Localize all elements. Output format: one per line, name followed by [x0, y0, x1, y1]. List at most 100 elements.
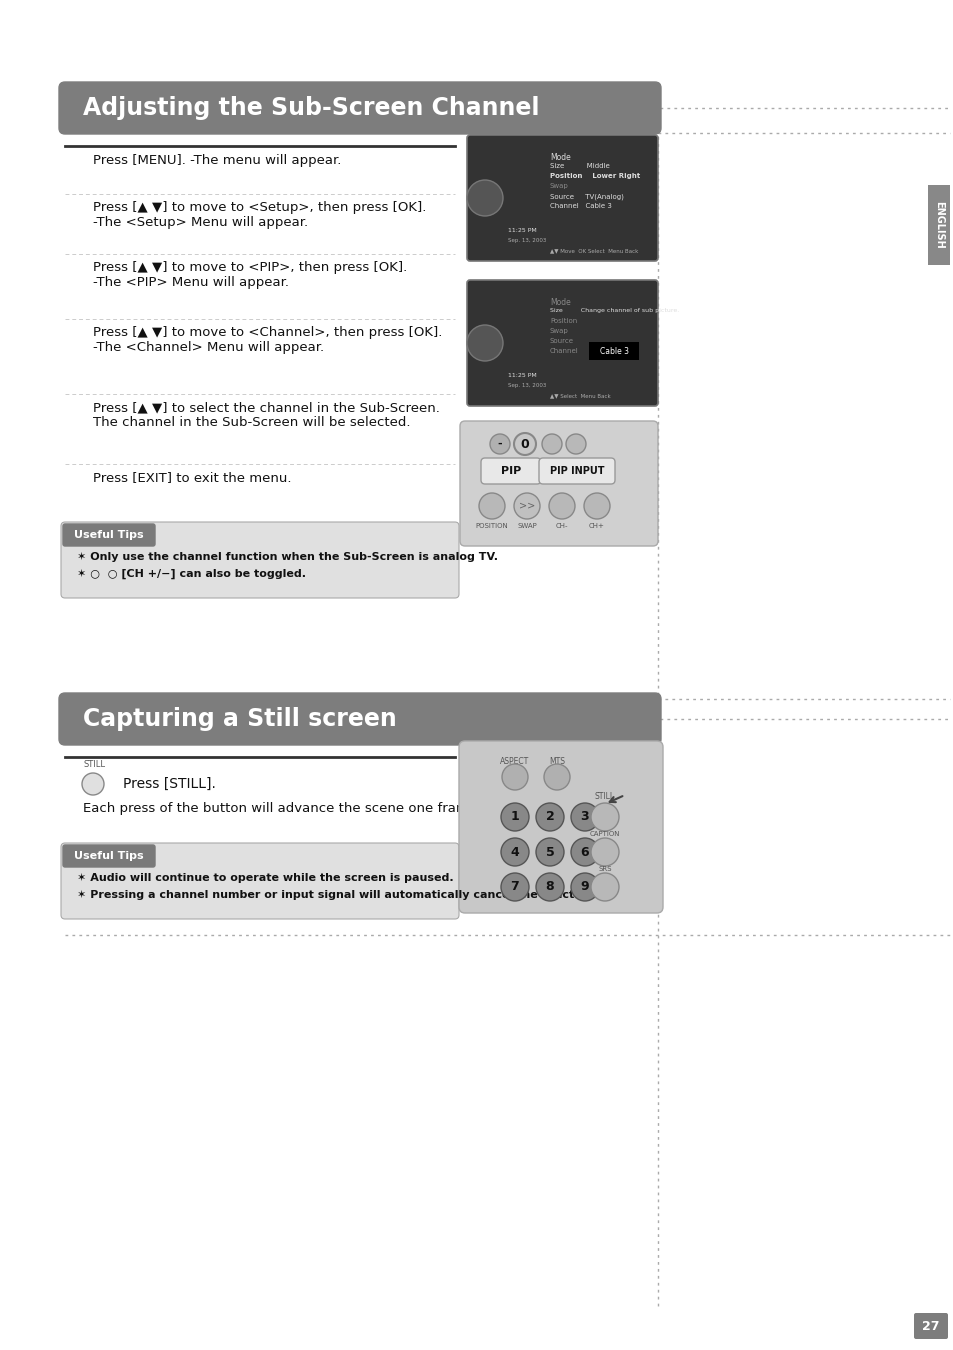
- Text: ✶ Audio will continue to operate while the screen is paused.: ✶ Audio will continue to operate while t…: [77, 873, 453, 883]
- Text: Each press of the button will advance the scene one frame.: Each press of the button will advance th…: [83, 802, 480, 815]
- FancyBboxPatch shape: [459, 421, 658, 545]
- FancyBboxPatch shape: [467, 279, 658, 406]
- Circle shape: [501, 764, 527, 790]
- Circle shape: [590, 873, 618, 900]
- Text: Source: Source: [550, 338, 574, 344]
- Circle shape: [565, 433, 585, 454]
- Text: Cable 3: Cable 3: [599, 347, 629, 356]
- Circle shape: [541, 433, 561, 454]
- Text: Channel: Channel: [550, 348, 578, 354]
- Text: Size          Middle: Size Middle: [550, 163, 609, 169]
- Circle shape: [571, 873, 598, 900]
- FancyBboxPatch shape: [59, 82, 660, 134]
- Text: 0: 0: [520, 437, 529, 451]
- Circle shape: [467, 180, 502, 216]
- Circle shape: [583, 493, 609, 518]
- Circle shape: [590, 803, 618, 832]
- Text: Size         Change channel of sub picture.: Size Change channel of sub picture.: [550, 308, 679, 313]
- Text: Press [MENU]. -The menu will appear.: Press [MENU]. -The menu will appear.: [92, 154, 341, 167]
- Text: Press [EXIT] to exit the menu.: Press [EXIT] to exit the menu.: [92, 471, 292, 485]
- Text: CH-: CH-: [556, 522, 568, 529]
- Text: -: -: [497, 439, 502, 450]
- Text: POSITION: POSITION: [476, 522, 508, 529]
- Circle shape: [590, 838, 618, 865]
- Text: Useful Tips: Useful Tips: [74, 850, 144, 861]
- Text: Mode: Mode: [550, 153, 570, 162]
- Circle shape: [571, 803, 598, 832]
- FancyBboxPatch shape: [59, 693, 660, 745]
- Text: 1: 1: [510, 810, 518, 824]
- FancyBboxPatch shape: [480, 458, 540, 485]
- Text: CAPTION: CAPTION: [589, 832, 619, 837]
- Text: 27: 27: [922, 1319, 939, 1332]
- Circle shape: [478, 493, 504, 518]
- Text: SRS: SRS: [598, 865, 611, 872]
- FancyBboxPatch shape: [927, 185, 949, 265]
- Text: 8: 8: [545, 880, 554, 894]
- Text: 11:25 PM: 11:25 PM: [507, 228, 537, 234]
- Text: Channel   Cable 3: Channel Cable 3: [550, 202, 611, 209]
- Text: Swap: Swap: [550, 328, 568, 333]
- Text: ✶ Only use the channel function when the Sub-Screen is analog TV.: ✶ Only use the channel function when the…: [77, 552, 497, 562]
- Circle shape: [548, 493, 575, 518]
- Text: STILL: STILL: [83, 760, 105, 770]
- Circle shape: [82, 774, 104, 795]
- FancyBboxPatch shape: [458, 741, 662, 913]
- Text: ENGLISH: ENGLISH: [933, 201, 943, 248]
- Circle shape: [490, 433, 510, 454]
- Text: Sep. 13, 2003: Sep. 13, 2003: [507, 383, 546, 387]
- Circle shape: [536, 838, 563, 865]
- Text: ASPECT: ASPECT: [500, 757, 529, 765]
- Circle shape: [467, 325, 502, 360]
- Text: Source     TV(Analog): Source TV(Analog): [550, 193, 623, 200]
- Text: ✶ Pressing a channel number or input signal will automatically cancel the functi: ✶ Pressing a channel number or input sig…: [77, 890, 598, 900]
- FancyBboxPatch shape: [538, 458, 615, 485]
- FancyBboxPatch shape: [467, 135, 658, 261]
- FancyBboxPatch shape: [913, 1314, 947, 1339]
- Circle shape: [500, 838, 529, 865]
- Text: 4: 4: [510, 845, 518, 859]
- Text: Press [STILL].: Press [STILL].: [123, 778, 215, 791]
- FancyBboxPatch shape: [63, 845, 154, 867]
- Text: 7: 7: [510, 880, 518, 894]
- Text: Sep. 13, 2003: Sep. 13, 2003: [507, 238, 546, 243]
- Text: PIP INPUT: PIP INPUT: [549, 466, 603, 477]
- Circle shape: [500, 803, 529, 832]
- Circle shape: [514, 493, 539, 518]
- Circle shape: [571, 838, 598, 865]
- Text: >>: >>: [518, 501, 535, 512]
- Text: 5: 5: [545, 845, 554, 859]
- Circle shape: [536, 803, 563, 832]
- Text: ▲▼ Move  OK Select  Menu Back: ▲▼ Move OK Select Menu Back: [550, 248, 638, 252]
- Circle shape: [514, 433, 536, 455]
- Circle shape: [536, 873, 563, 900]
- FancyBboxPatch shape: [61, 842, 458, 919]
- Text: Swap: Swap: [550, 184, 568, 189]
- Text: Press [▲ ▼] to select the channel in the Sub-Screen.
The channel in the Sub-Scre: Press [▲ ▼] to select the channel in the…: [92, 401, 439, 429]
- Text: Useful Tips: Useful Tips: [74, 531, 144, 540]
- Text: Press [▲ ▼] to move to <Channel>, then press [OK].
-The <Channel> Menu will appe: Press [▲ ▼] to move to <Channel>, then p…: [92, 325, 442, 354]
- Text: CH+: CH+: [588, 522, 604, 529]
- Text: ✶ ○  ○ [CH +/−] can also be toggled.: ✶ ○ ○ [CH +/−] can also be toggled.: [77, 568, 306, 579]
- Circle shape: [500, 873, 529, 900]
- Text: Mode: Mode: [550, 298, 570, 306]
- Text: 2: 2: [545, 810, 554, 824]
- FancyBboxPatch shape: [63, 524, 154, 545]
- Text: 3: 3: [580, 810, 589, 824]
- Text: MTS: MTS: [548, 757, 564, 765]
- Text: 11:25 PM: 11:25 PM: [507, 373, 537, 378]
- Text: PIP: PIP: [500, 466, 520, 477]
- Text: 6: 6: [580, 845, 589, 859]
- Text: Capturing a Still screen: Capturing a Still screen: [83, 707, 396, 730]
- Text: STILL: STILL: [595, 792, 615, 801]
- Text: Press [▲ ▼] to move to <PIP>, then press [OK].
-The <PIP> Menu will appear.: Press [▲ ▼] to move to <PIP>, then press…: [92, 261, 407, 289]
- Circle shape: [543, 764, 569, 790]
- Text: SWAP: SWAP: [517, 522, 537, 529]
- Text: Press [▲ ▼] to move to <Setup>, then press [OK].
-The <Setup> Menu will appear.: Press [▲ ▼] to move to <Setup>, then pre…: [92, 201, 426, 230]
- Text: Position    Lower Right: Position Lower Right: [550, 173, 639, 180]
- Text: 9: 9: [580, 880, 589, 894]
- Text: Adjusting the Sub-Screen Channel: Adjusting the Sub-Screen Channel: [83, 96, 539, 120]
- FancyBboxPatch shape: [61, 522, 458, 598]
- Text: Position: Position: [550, 319, 577, 324]
- Text: ▲▼ Select  Menu Back: ▲▼ Select Menu Back: [550, 393, 610, 398]
